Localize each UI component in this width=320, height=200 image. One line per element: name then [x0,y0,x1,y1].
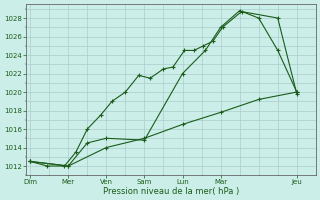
X-axis label: Pression niveau de la mer( hPa ): Pression niveau de la mer( hPa ) [103,187,239,196]
